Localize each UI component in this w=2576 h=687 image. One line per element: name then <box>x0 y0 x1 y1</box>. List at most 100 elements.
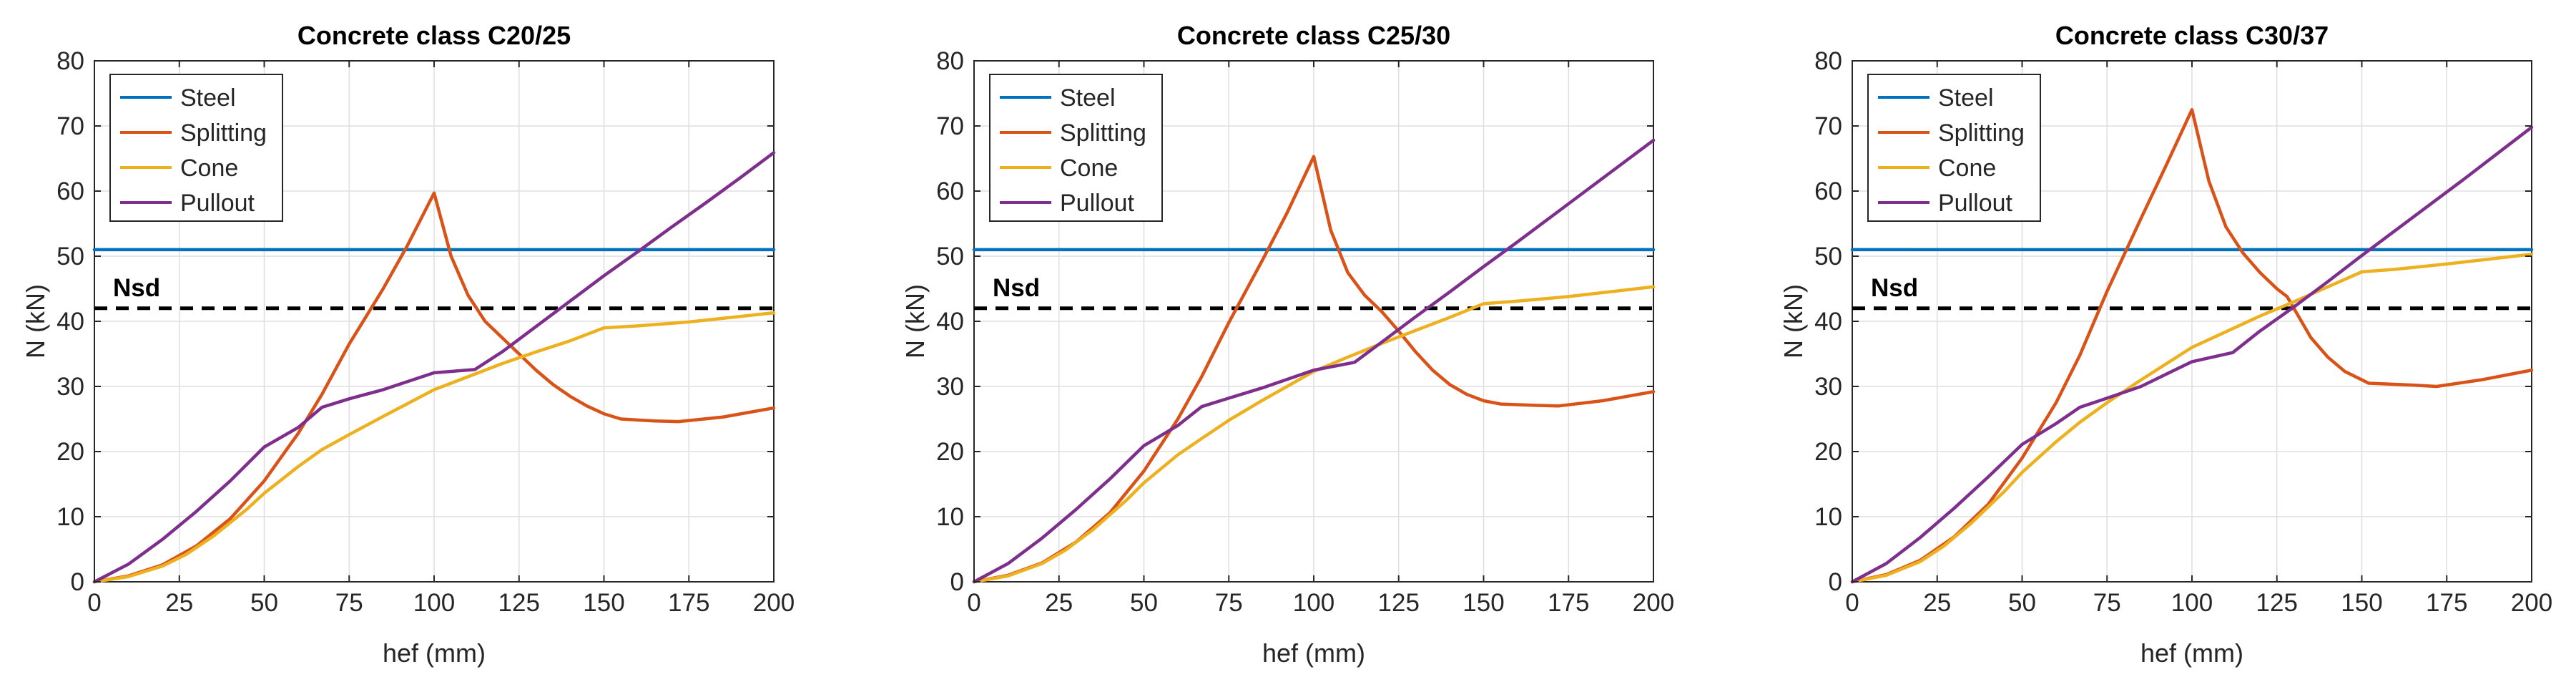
legend-item: Splitting <box>1878 120 2025 147</box>
y-tick-label: 70 <box>1814 112 1842 140</box>
x-tick-label: 150 <box>2341 589 2382 617</box>
x-tick-label: 175 <box>2426 589 2467 617</box>
legend-item: Steel <box>1000 84 1116 112</box>
legend-item: Cone <box>120 155 238 182</box>
x-tick-label: 25 <box>1045 589 1073 617</box>
x-tick-label: 0 <box>87 589 101 617</box>
chart-title: Concrete class C20/25 <box>298 21 571 50</box>
legend-item: Steel <box>120 84 236 112</box>
y-tick-label: 50 <box>56 243 84 271</box>
series-line-splitting <box>972 155 1656 584</box>
y-tick-label: 50 <box>936 243 964 271</box>
x-tick-label: 0 <box>967 589 980 617</box>
y-tick-label: 0 <box>1829 568 1842 596</box>
series-line-pullout <box>92 151 776 584</box>
y-tick-label: 80 <box>56 47 84 75</box>
legend-label: Steel <box>180 84 236 112</box>
legend-label: Cone <box>1938 155 1996 182</box>
x-tick-label: 50 <box>1130 589 1158 617</box>
nsd-label: Nsd <box>1871 274 1918 302</box>
y-tick-label: 10 <box>56 503 84 531</box>
legend-label: Splitting <box>180 120 267 147</box>
legend-label: Pullout <box>180 190 255 217</box>
legend-label: Steel <box>1938 84 1994 112</box>
x-tick-label: 50 <box>2008 589 2036 617</box>
x-tick-label: 100 <box>1293 589 1334 617</box>
nsd-label: Nsd <box>993 274 1040 302</box>
x-axis-label: hef (mm) <box>383 638 486 668</box>
legend-item: Pullout <box>1878 190 2013 217</box>
x-tick-label: 0 <box>1845 589 1859 617</box>
legend-box <box>109 74 283 222</box>
legend-item: Cone <box>1000 155 1118 182</box>
y-tick-label: 0 <box>950 568 964 596</box>
nsd-label: Nsd <box>113 274 160 302</box>
x-tick-label: 25 <box>1923 589 1951 617</box>
x-tick-label: 100 <box>413 589 455 617</box>
y-tick-label: 10 <box>936 503 964 531</box>
series-line-cone <box>972 285 1656 584</box>
series-layer <box>92 151 776 584</box>
legend: Steel Splitting Cone Pullout <box>109 74 283 222</box>
legend-item: Pullout <box>120 190 255 217</box>
y-tick-label: 40 <box>56 308 84 336</box>
legend-label: Splitting <box>1938 120 2025 147</box>
legend-item: Splitting <box>1000 120 1146 147</box>
y-axis-label: N (kN) <box>21 284 50 359</box>
chart-title: Concrete class C25/30 <box>1177 21 1450 50</box>
y-tick-label: 30 <box>936 373 964 401</box>
x-tick-label: 200 <box>2511 589 2552 617</box>
y-tick-label: 50 <box>1814 243 1842 271</box>
legend-item: Pullout <box>1000 190 1135 217</box>
y-tick-label: 70 <box>56 112 84 140</box>
legend-label: Pullout <box>1060 190 1135 217</box>
y-tick-label: 70 <box>936 112 964 140</box>
y-tick-label: 40 <box>936 308 964 336</box>
legend-label: Steel <box>1060 84 1116 112</box>
y-tick-label: 40 <box>1814 308 1842 336</box>
legend-label: Splitting <box>1060 120 1146 147</box>
series-layer <box>972 138 1656 584</box>
legend-box <box>989 74 1163 222</box>
legend-item: Cone <box>1878 155 1996 182</box>
series-line-cone <box>92 311 776 584</box>
x-axis-label: hef (mm) <box>1262 638 1365 668</box>
y-tick-label: 60 <box>1814 177 1842 205</box>
x-tick-label: 75 <box>1215 589 1243 617</box>
ticks-layer: 0 25 50 75 100 125 150 175 200 0 10 20 30 40 50 60 70 80 <box>936 47 1674 617</box>
legend-label: Cone <box>1060 155 1118 182</box>
legend-item: Splitting <box>120 120 267 147</box>
ticks-layer: 0 25 50 75 100 125 150 175 200 0 10 20 30 40 50 60 70 80 <box>1814 47 2552 617</box>
x-tick-label: 200 <box>1633 589 1674 617</box>
y-tick-label: 60 <box>56 177 84 205</box>
legend-box <box>1867 74 2041 222</box>
legend: Steel Splitting Cone Pullout <box>1867 74 2041 222</box>
y-tick-label: 0 <box>71 568 84 596</box>
x-tick-label: 25 <box>165 589 193 617</box>
y-tick-label: 30 <box>1814 373 1842 401</box>
chart-title: Concrete class C30/37 <box>2055 21 2329 50</box>
x-tick-label: 125 <box>498 589 540 617</box>
x-tick-label: 125 <box>1378 589 1420 617</box>
legend-label: Pullout <box>1938 190 2013 217</box>
ticks-layer: 0 25 50 75 100 125 150 175 200 0 10 20 30 40 50 60 70 80 <box>56 47 795 617</box>
x-tick-label: 175 <box>668 589 709 617</box>
x-tick-label: 75 <box>335 589 363 617</box>
x-tick-label: 125 <box>2256 589 2298 617</box>
y-tick-label: 80 <box>936 47 964 75</box>
x-tick-label: 200 <box>753 589 795 617</box>
legend-label: Cone <box>180 155 238 182</box>
y-axis-label: N (kN) <box>1779 284 1808 359</box>
series-line-splitting <box>92 191 776 584</box>
legend-item: Steel <box>1878 84 1994 112</box>
chart-panel-c30-37: 0 25 50 75 100 125 150 175 20001020304050607080 … <box>1779 21 2552 668</box>
x-tick-label: 75 <box>2093 589 2121 617</box>
series-layer <box>1850 108 2534 584</box>
chart-panel-c25-30: 0 25 50 75 100 125 150 175 20001020304050607080 … <box>900 21 1674 668</box>
x-tick-label: 50 <box>250 589 278 617</box>
series-line-splitting <box>1850 108 2534 584</box>
x-tick-label: 150 <box>583 589 624 617</box>
series-line-pullout <box>972 138 1656 584</box>
legend: Steel Splitting Cone Pullout <box>989 74 1163 222</box>
